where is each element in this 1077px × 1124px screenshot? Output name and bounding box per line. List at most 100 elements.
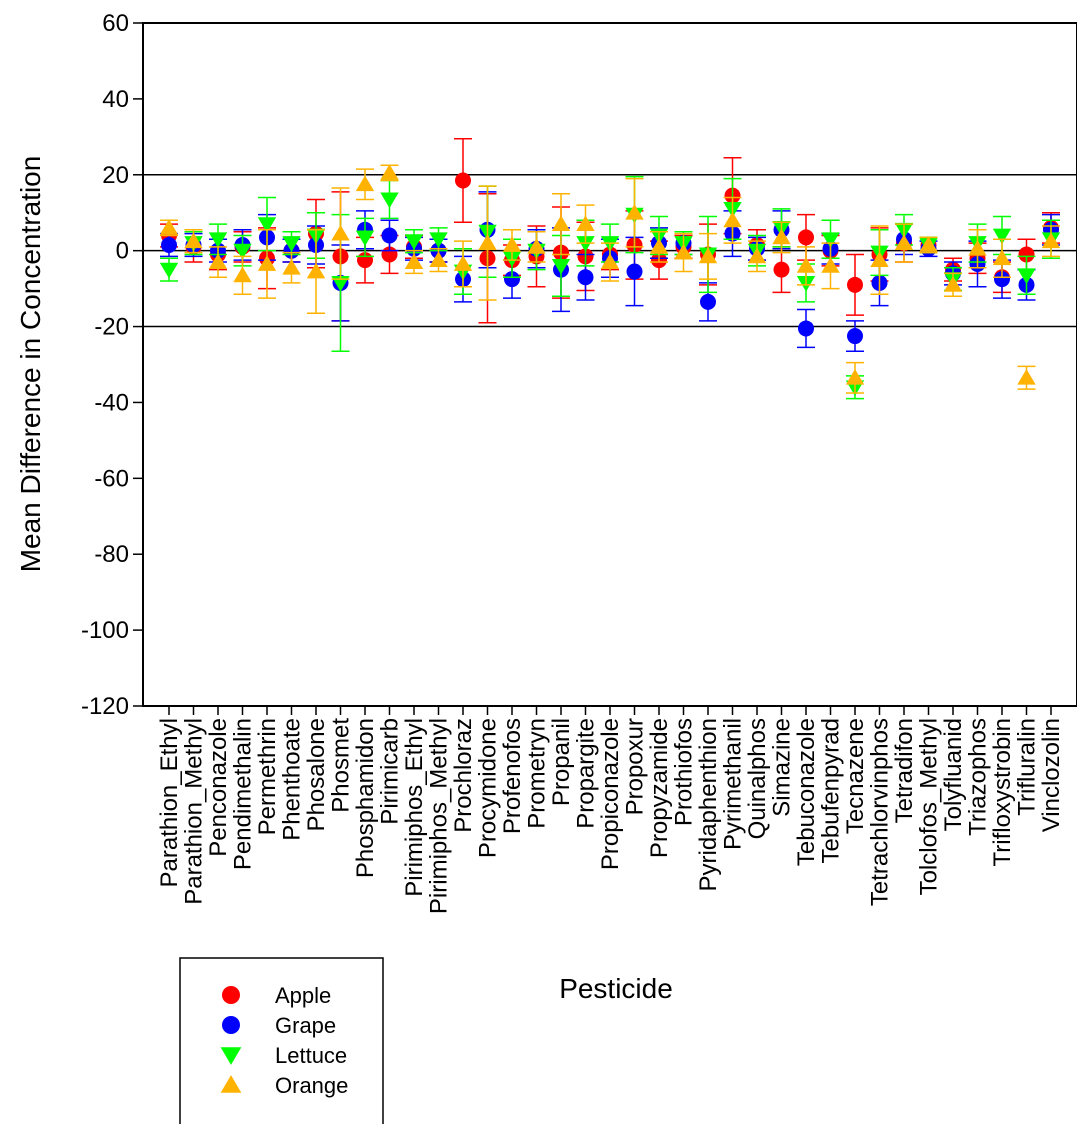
legend-frame [179, 957, 384, 1124]
x-tick-label: Quinalphos [744, 718, 771, 839]
x-tick-label: Pyrimethanil [720, 718, 747, 850]
data-point [992, 228, 1012, 245]
x-tick-label: Propiconazole [597, 718, 624, 870]
data-point [919, 236, 938, 252]
x-tick-label: Tolyfluanid [940, 718, 967, 831]
x-tick-label: Propoxur [622, 718, 649, 815]
data-point [282, 236, 301, 252]
data-point [208, 232, 228, 249]
data-point [845, 369, 865, 385]
data-point [943, 276, 963, 292]
x-axis-title: Pesticide [559, 973, 673, 1004]
data-point [331, 224, 350, 241]
data-point [798, 320, 814, 337]
x-tick-label: Prochloraz [450, 718, 477, 833]
y-tick-label: 0 [116, 238, 129, 265]
legend-item-lettuce: Lettuce [220, 1043, 347, 1068]
data-point [355, 230, 375, 247]
series-layer [159, 137, 1061, 400]
x-tick-label: Tebuconazole [793, 718, 820, 866]
y-tick-label: -60 [94, 465, 129, 492]
legend-marker [220, 1075, 242, 1093]
legend-item-orange: Orange [220, 1073, 348, 1098]
legend-items: Apple Grape Lettuce Orange [220, 983, 348, 1098]
x-tick-label: Phosmet [328, 718, 355, 813]
data-point [821, 232, 840, 249]
x-tick-label: Triazophos [965, 718, 992, 836]
x-tick-label: Penconazole [205, 718, 232, 857]
x-tick-label: Profenofos [499, 718, 526, 834]
x-tick-label: Simazine [769, 718, 796, 817]
data-point [894, 234, 914, 250]
x-tick-label: Tolclofos_Methyl [916, 718, 943, 895]
legend-item-grape: Grape [222, 1013, 336, 1038]
data-point [773, 261, 790, 278]
x-tick-label: Propargite [573, 718, 600, 829]
data-point [429, 232, 448, 249]
data-point [772, 228, 791, 245]
data-point [577, 269, 594, 286]
data-point [208, 253, 228, 269]
x-tick-label: Permethrin [254, 718, 281, 835]
data-point [429, 251, 448, 268]
data-point [870, 251, 889, 268]
data-point [847, 328, 863, 345]
x-tick-label: Phenthoate [279, 718, 306, 841]
y-tick-label: 40 [102, 86, 129, 113]
data-point [700, 293, 716, 310]
data-point [159, 219, 179, 235]
data-point [233, 243, 252, 260]
x-tick-label: Trifloxystrobin [989, 718, 1016, 866]
x-tick-label: Prothiofos [671, 718, 698, 826]
x-tick-label: Tetrachlorvinphos [867, 718, 894, 906]
data-point [257, 217, 277, 233]
y-tick-label: -100 [81, 617, 129, 644]
data-point [233, 266, 252, 283]
data-point [992, 249, 1012, 266]
data-point [257, 255, 277, 271]
data-point [576, 215, 595, 232]
data-point [404, 234, 424, 250]
data-point [576, 236, 595, 252]
data-point [1017, 369, 1036, 385]
x-tick-label: Pendimethalin [230, 718, 257, 870]
x-tick-label: Pirimiphos_Methyl [426, 718, 453, 914]
data-point [331, 276, 350, 292]
y-tick-label: 20 [102, 162, 129, 189]
plot-area: 60 40 20 0 -20 -40 -60 -80 -100 -120 Parathion_Et… [81, 10, 1077, 914]
data-point [455, 172, 471, 189]
x-tick-label: Pyridaphenthion [695, 718, 722, 891]
x-tick-label: Phosalone [303, 718, 330, 831]
data-point [159, 262, 179, 279]
data-point [502, 236, 522, 252]
x-tick-label: Propyzamide [646, 718, 673, 858]
legend-marker [220, 1047, 242, 1065]
data-point [626, 263, 643, 280]
x-tick-label: Tetradifon [891, 718, 918, 823]
x-tick-label: Propanil [548, 718, 575, 806]
x-tick-label: Pirimicarb [377, 718, 404, 825]
legend-label: Grape [275, 1013, 336, 1038]
data-point [355, 175, 375, 192]
y-axis-title: Mean Difference in Concentration [15, 156, 46, 573]
x-tick-label: Phosphamidon [352, 718, 379, 878]
data-point [600, 253, 620, 269]
data-point [821, 257, 840, 273]
data-point [380, 192, 399, 209]
data-point [551, 215, 571, 232]
data-point [504, 271, 520, 288]
y-tick-label: -80 [94, 541, 129, 568]
data-point [625, 203, 644, 220]
data-point [798, 229, 814, 246]
x-tick-label: Prometryn [524, 718, 551, 829]
data-point [649, 238, 669, 254]
x-tick-label: Pirimiphos_Ethyl [401, 718, 428, 897]
y-tick-label: 60 [102, 10, 129, 37]
x-tick-label: Procymidone [475, 718, 502, 858]
data-point [380, 164, 399, 180]
data-point [796, 257, 816, 273]
x-tick-label: Trifluralin [1014, 718, 1041, 816]
x-tick-label: Parathion_Methyl [181, 718, 208, 905]
y-tick-label: -40 [94, 389, 129, 416]
series-orange [159, 164, 1061, 394]
